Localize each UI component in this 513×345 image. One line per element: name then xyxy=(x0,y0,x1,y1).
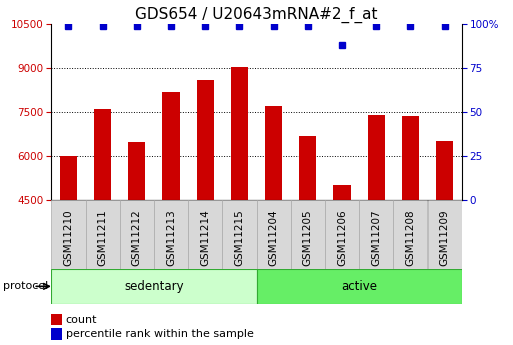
Text: GSM11206: GSM11206 xyxy=(337,209,347,266)
Title: GDS654 / U20643mRNA#2_f_at: GDS654 / U20643mRNA#2_f_at xyxy=(135,7,378,23)
Bar xyxy=(291,200,325,269)
Bar xyxy=(256,200,291,269)
Bar xyxy=(231,67,248,332)
Text: percentile rank within the sample: percentile rank within the sample xyxy=(66,329,253,339)
Bar xyxy=(51,328,62,340)
Text: GSM11204: GSM11204 xyxy=(269,209,279,266)
Bar xyxy=(256,269,462,304)
Text: count: count xyxy=(66,315,97,325)
Bar xyxy=(222,200,256,269)
Bar xyxy=(86,200,120,269)
Bar xyxy=(188,200,222,269)
Bar xyxy=(265,106,282,332)
Bar xyxy=(51,200,86,269)
Bar xyxy=(128,142,145,332)
Bar xyxy=(325,200,359,269)
Text: protocol: protocol xyxy=(3,282,48,291)
Text: GSM11208: GSM11208 xyxy=(405,209,416,266)
Text: GSM11205: GSM11205 xyxy=(303,209,313,266)
Bar xyxy=(368,115,385,332)
Bar xyxy=(436,141,453,332)
Bar xyxy=(299,136,317,332)
Text: GSM11213: GSM11213 xyxy=(166,209,176,266)
Text: GSM11212: GSM11212 xyxy=(132,209,142,266)
Bar xyxy=(120,200,154,269)
Bar xyxy=(393,200,427,269)
Text: GSM11211: GSM11211 xyxy=(97,209,108,266)
Text: GSM11215: GSM11215 xyxy=(234,209,244,266)
Bar xyxy=(51,269,256,304)
Text: GSM11214: GSM11214 xyxy=(200,209,210,266)
Text: GSM11210: GSM11210 xyxy=(64,209,73,266)
Bar xyxy=(154,200,188,269)
Bar xyxy=(427,200,462,269)
Bar xyxy=(94,109,111,332)
Bar xyxy=(359,200,393,269)
Bar xyxy=(60,156,77,332)
Text: sedentary: sedentary xyxy=(124,280,184,293)
Text: active: active xyxy=(341,280,377,293)
Bar xyxy=(196,80,214,332)
Text: GSM11209: GSM11209 xyxy=(440,209,449,266)
Bar xyxy=(51,314,62,325)
Bar xyxy=(163,92,180,332)
Bar xyxy=(333,186,350,332)
Bar xyxy=(402,116,419,332)
Text: GSM11207: GSM11207 xyxy=(371,209,381,266)
